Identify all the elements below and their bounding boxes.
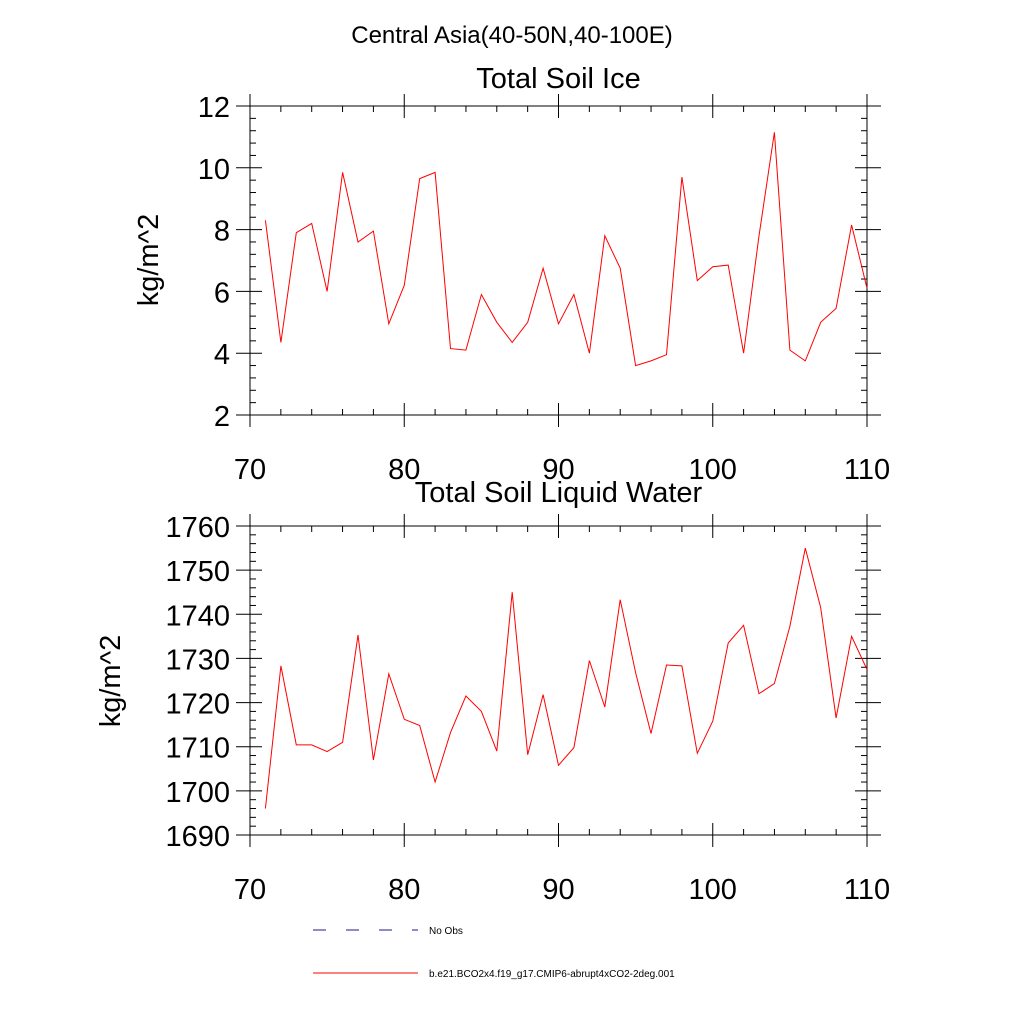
y-tick-label: 10 bbox=[198, 154, 230, 186]
y-axis-label: kg/m^2 bbox=[133, 214, 165, 307]
plot-frame bbox=[249, 525, 868, 836]
y-tick-label: 1720 bbox=[165, 689, 230, 721]
panel-total-soil-liquid-water: Total Soil Liquid Water kg/m^2 70 80 90 100 11… bbox=[95, 477, 890, 906]
x-tick-label: 70 bbox=[234, 454, 266, 486]
panel-title: Total Soil Ice bbox=[476, 63, 640, 95]
y-tick-label: 8 bbox=[214, 216, 230, 248]
y-tick-label: 1690 bbox=[165, 821, 230, 853]
legend-label-model-run: b.e21.BCO2x4.f19_g17.CMIP6-abrupt4xCO2-2… bbox=[429, 969, 675, 980]
legend-label-no-obs: No Obs bbox=[429, 926, 463, 937]
y-axis-label: kg/m^2 bbox=[95, 635, 127, 728]
panel-title: Total Soil Liquid Water bbox=[415, 477, 703, 509]
x-tick-label: 100 bbox=[689, 874, 737, 906]
y-tick-label: 1750 bbox=[165, 556, 230, 588]
legend: No Obs b.e21.BCO2x4.f19_g17.CMIP6-abrupt… bbox=[313, 926, 675, 980]
x-tick-label: 100 bbox=[689, 454, 737, 486]
y-tick-label: 12 bbox=[198, 92, 230, 124]
x-tick-label: 110 bbox=[844, 454, 890, 486]
y-tick-label: 2 bbox=[214, 401, 230, 433]
y-tick-label: 6 bbox=[214, 277, 230, 309]
series-line bbox=[264, 547, 868, 809]
x-tick-label: 80 bbox=[388, 454, 420, 486]
y-tick-label: 1740 bbox=[165, 600, 230, 632]
y-tick-label: 1760 bbox=[165, 512, 230, 544]
plot-frame bbox=[249, 105, 868, 416]
y-tick-label: 4 bbox=[214, 339, 230, 371]
y-tick-label: 1700 bbox=[165, 777, 230, 809]
x-tick-label: 110 bbox=[844, 874, 890, 906]
panel-total-soil-ice: Total Soil Ice kg/m^2 70 80 90 100 110 2 4 6 8 10 12 bbox=[133, 63, 890, 486]
x-tick-label: 90 bbox=[542, 874, 574, 906]
x-tick-label: 80 bbox=[388, 874, 420, 906]
series-line bbox=[264, 132, 868, 367]
figure-title: Central Asia(40-50N,40-100E) bbox=[351, 22, 673, 49]
x-tick-label: 90 bbox=[542, 454, 574, 486]
y-tick-label: 1710 bbox=[165, 733, 230, 765]
y-tick-label: 1730 bbox=[165, 644, 230, 676]
x-tick-label: 70 bbox=[234, 874, 266, 906]
